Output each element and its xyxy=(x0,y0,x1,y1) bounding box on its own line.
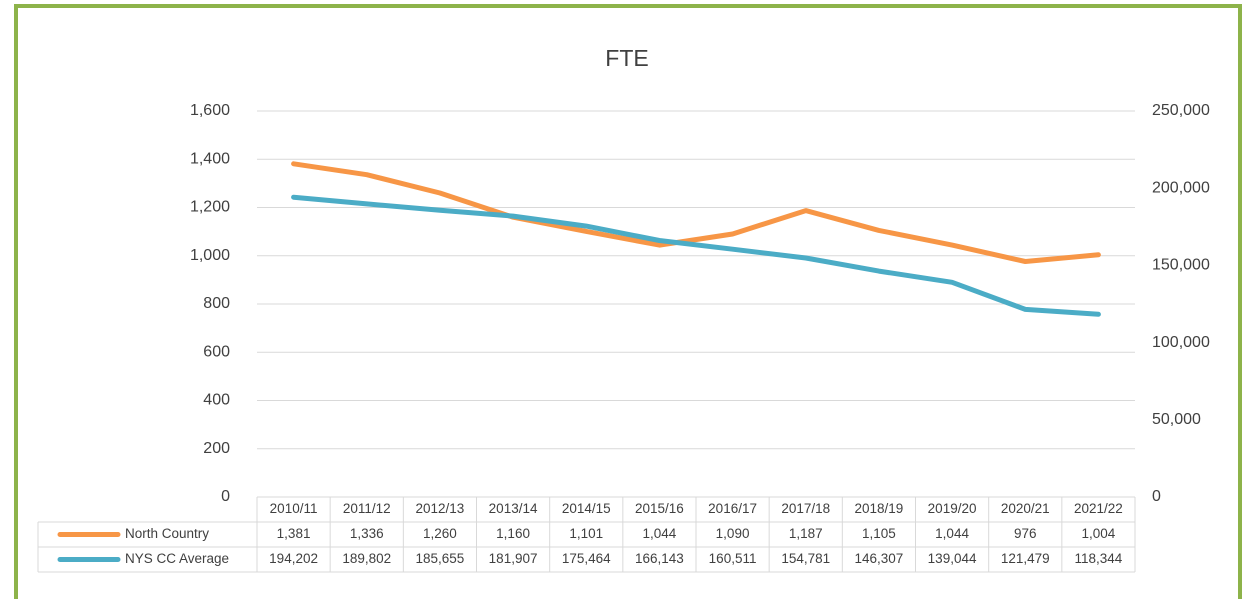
table-value: 1,336 xyxy=(350,526,384,541)
table-value: 185,655 xyxy=(416,551,465,566)
legend-label: NYS CC Average xyxy=(125,551,229,566)
table-value: 160,511 xyxy=(709,551,757,566)
x-tick-label: 2016/17 xyxy=(708,501,757,516)
y-tick-label: 1,200 xyxy=(190,199,230,216)
x-tick-label: 2021/22 xyxy=(1074,501,1123,516)
table-value: 175,464 xyxy=(562,551,611,566)
table-value: 189,802 xyxy=(342,551,391,566)
y2-tick-label: 50,000 xyxy=(1152,411,1201,428)
table-value: 146,307 xyxy=(855,551,904,566)
table-value: 1,101 xyxy=(569,526,603,541)
x-tick-label: 2018/19 xyxy=(855,501,904,516)
table-value: 1,381 xyxy=(277,526,311,541)
table-value: 1,090 xyxy=(716,526,750,541)
legend-label: North Country xyxy=(125,526,209,541)
table-value: 194,202 xyxy=(269,551,318,566)
x-tick-label: 2012/13 xyxy=(416,501,465,516)
y-tick-label: 1,000 xyxy=(190,247,230,264)
chart-title: FTE xyxy=(605,45,648,71)
y-tick-label: 0 xyxy=(221,488,230,505)
x-tick-label: 2019/20 xyxy=(928,501,977,516)
y2-tick-label: 100,000 xyxy=(1152,334,1210,351)
table-value: 1,004 xyxy=(1082,526,1116,541)
table-value: 976 xyxy=(1014,526,1037,541)
y2-tick-label: 250,000 xyxy=(1152,102,1210,119)
table-value: 118,344 xyxy=(1075,551,1123,566)
y-tick-label: 800 xyxy=(203,295,230,312)
table-value: 1,160 xyxy=(496,526,530,541)
table-value: 1,044 xyxy=(643,526,677,541)
y2-tick-label: 150,000 xyxy=(1152,257,1210,274)
y-tick-label: 1,600 xyxy=(190,102,230,119)
x-tick-label: 2013/14 xyxy=(489,501,538,516)
y2-tick-label: 200,000 xyxy=(1152,179,1210,196)
table-value: 181,907 xyxy=(489,551,538,566)
x-tick-label: 2017/18 xyxy=(781,501,830,516)
y-tick-label: 600 xyxy=(203,343,230,360)
table-value: 121,479 xyxy=(1001,551,1050,566)
chart-frame xyxy=(14,4,1242,599)
x-tick-label: 2014/15 xyxy=(562,501,611,516)
table-value: 166,143 xyxy=(635,551,684,566)
series-line xyxy=(291,194,1101,317)
y2-tick-label: 0 xyxy=(1152,488,1161,505)
y-tick-label: 400 xyxy=(203,392,230,409)
table-value: 1,105 xyxy=(862,526,896,541)
series-line xyxy=(291,161,1101,264)
x-tick-label: 2011/12 xyxy=(343,501,391,516)
table-value: 1,187 xyxy=(789,526,823,541)
table-value: 1,044 xyxy=(935,526,969,541)
x-tick-label: 2020/21 xyxy=(1001,501,1050,516)
x-tick-label: 2015/16 xyxy=(635,501,684,516)
y-tick-label: 1,400 xyxy=(190,150,230,167)
table-value: 139,044 xyxy=(928,551,977,566)
table-value: 1,260 xyxy=(423,526,457,541)
table-value: 154,781 xyxy=(781,551,830,566)
y-tick-label: 200 xyxy=(203,440,230,457)
x-tick-label: 2010/11 xyxy=(270,501,318,516)
